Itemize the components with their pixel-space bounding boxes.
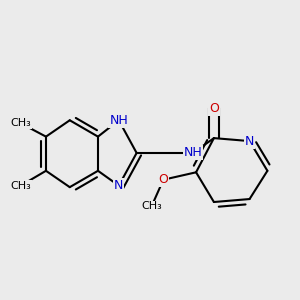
- Text: CH₃: CH₃: [10, 181, 31, 191]
- Text: NH: NH: [184, 146, 202, 160]
- Text: NH: NH: [110, 114, 128, 127]
- Text: CH₃: CH₃: [10, 118, 31, 128]
- Text: CH₃: CH₃: [141, 202, 162, 212]
- Text: N: N: [245, 135, 254, 148]
- Text: N: N: [114, 179, 124, 192]
- Text: O: O: [209, 102, 219, 115]
- Text: O: O: [158, 173, 168, 186]
